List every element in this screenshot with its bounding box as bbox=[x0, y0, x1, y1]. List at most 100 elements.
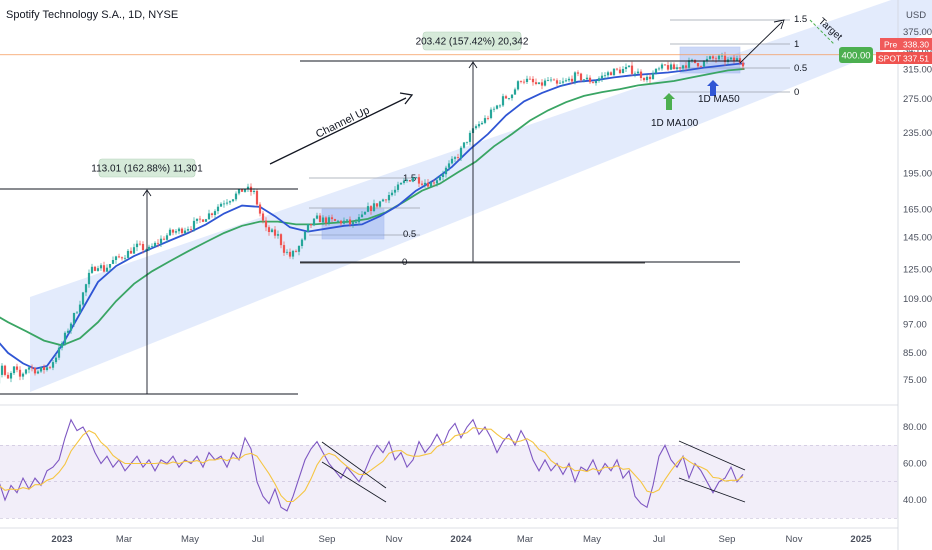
candle-body bbox=[654, 68, 658, 74]
candle-body bbox=[351, 222, 355, 225]
time-tick-label: Mar bbox=[517, 534, 533, 545]
candle-body bbox=[327, 217, 331, 224]
candle-body bbox=[690, 59, 694, 61]
price-tick-label: 75.00 bbox=[903, 375, 927, 386]
candle-body bbox=[546, 80, 550, 81]
candle-body bbox=[177, 228, 181, 232]
candle-body bbox=[720, 55, 724, 57]
candle-body bbox=[459, 147, 463, 158]
candle-body bbox=[405, 180, 409, 181]
candle-body bbox=[729, 57, 733, 60]
target-dashed-line bbox=[809, 19, 835, 45]
candle-body bbox=[225, 202, 229, 204]
candle-body bbox=[114, 256, 118, 260]
last-price-badge bbox=[876, 52, 932, 64]
candle-body bbox=[561, 81, 565, 83]
fib-label: 0.5 bbox=[794, 63, 807, 74]
candle-body bbox=[165, 235, 169, 240]
candle-body bbox=[363, 211, 367, 215]
candle-body bbox=[717, 55, 721, 60]
candle-body bbox=[429, 182, 433, 187]
candle-body bbox=[702, 60, 706, 67]
candle-body bbox=[420, 183, 424, 185]
candle-body bbox=[234, 193, 238, 200]
rsi-channel-line bbox=[321, 461, 387, 503]
candle-body bbox=[672, 64, 676, 70]
candle-body bbox=[369, 206, 373, 211]
ma50-line bbox=[0, 62, 745, 370]
candle-body bbox=[396, 184, 400, 190]
candle-body bbox=[360, 214, 364, 218]
measure-label: 113.01 (162.88%) 11,301 bbox=[91, 164, 203, 175]
time-tick-label: Nov bbox=[386, 534, 403, 545]
candle-body bbox=[345, 219, 349, 221]
candle-body bbox=[633, 73, 637, 75]
price-tick-label: 195.00 bbox=[903, 168, 932, 179]
target-arrow-shaft bbox=[739, 21, 783, 64]
candle-body bbox=[333, 219, 337, 221]
rsi-tick-label: 80.00 bbox=[903, 422, 927, 433]
candle-body bbox=[513, 89, 517, 95]
time-tick-label: 2024 bbox=[450, 534, 472, 545]
candle-body bbox=[237, 188, 241, 194]
last-price-value: 337.51 bbox=[903, 54, 929, 64]
fib-label: 1 bbox=[794, 39, 799, 50]
candle-body bbox=[108, 264, 112, 268]
candle-body bbox=[450, 158, 454, 164]
candle-body bbox=[615, 68, 619, 70]
time-tick-label: 2025 bbox=[850, 534, 872, 545]
candle-body bbox=[591, 82, 595, 84]
candle-body bbox=[156, 242, 160, 244]
candle-body bbox=[198, 218, 202, 220]
candle-body bbox=[186, 229, 190, 231]
candle-body bbox=[48, 367, 52, 369]
candle-body bbox=[540, 82, 544, 86]
candle-body bbox=[336, 220, 340, 222]
candle-body bbox=[129, 250, 133, 254]
candle-body bbox=[300, 239, 304, 246]
candle-body bbox=[525, 78, 529, 82]
candle-body bbox=[414, 177, 418, 178]
candle-body bbox=[168, 229, 172, 236]
candle-body bbox=[669, 64, 673, 70]
price-unit: USD bbox=[906, 10, 926, 21]
measure-arrow-head bbox=[142, 189, 152, 197]
candle-body bbox=[63, 332, 67, 344]
rsi-channel-line bbox=[321, 441, 387, 489]
candle-body bbox=[645, 76, 649, 81]
candle-body bbox=[315, 215, 319, 219]
candle-body bbox=[588, 77, 592, 83]
candle-body bbox=[0, 365, 4, 375]
candle-body bbox=[192, 220, 196, 230]
candle-body bbox=[648, 76, 652, 80]
candle-body bbox=[303, 231, 307, 240]
candle-body bbox=[426, 182, 430, 187]
candle-body bbox=[144, 249, 148, 251]
candle-body bbox=[222, 203, 226, 205]
ma50-arrow-icon bbox=[707, 80, 719, 96]
candle-body bbox=[522, 81, 526, 83]
candle-body bbox=[132, 247, 136, 254]
fib-label: 0 bbox=[794, 87, 799, 98]
price-tick-label: 125.00 bbox=[903, 265, 932, 276]
candle-body bbox=[96, 268, 100, 271]
candle-body bbox=[189, 229, 193, 230]
candle-body bbox=[162, 238, 166, 240]
candle-body bbox=[216, 206, 220, 212]
candle-body bbox=[666, 65, 670, 70]
pre-market-label: Pre bbox=[884, 40, 898, 50]
candle-body bbox=[627, 65, 631, 67]
pre-market-badge bbox=[880, 38, 932, 50]
channel-arrow-shaft bbox=[269, 97, 407, 165]
time-tick-label: Jul bbox=[653, 534, 665, 545]
candle-body bbox=[411, 177, 415, 182]
candle-body bbox=[549, 79, 553, 81]
candle-body bbox=[282, 245, 286, 253]
candle-body bbox=[432, 182, 436, 184]
candle-body bbox=[516, 81, 520, 90]
candle-body bbox=[567, 78, 571, 81]
price-tick-label: 165.00 bbox=[903, 205, 932, 216]
candle-body bbox=[348, 219, 352, 225]
candle-body bbox=[105, 267, 109, 272]
